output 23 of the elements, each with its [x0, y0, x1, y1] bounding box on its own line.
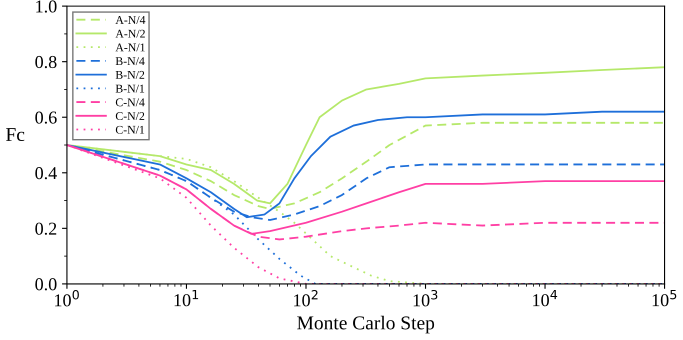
x-tick-label: 10$^{5}$ — [652, 290, 676, 306]
x-tick-label: 10$^{0}$ — [55, 290, 79, 306]
y-tick-label: 1.0 — [36, 0, 57, 13]
x-axis-title: Monte Carlo Step — [297, 316, 434, 334]
y-axis-title: Fc — [6, 128, 24, 142]
legend-label: B-N/2 — [116, 70, 144, 79]
legend-label: B-N/1 — [116, 84, 144, 93]
x-tick-label: 10$^{1}$ — [174, 290, 198, 306]
legend-label: A-N/2 — [115, 30, 145, 38]
legend-label: A-N/4 — [115, 16, 146, 24]
legend-label: C-N/2 — [116, 112, 144, 120]
y-tick-label: 0.0 — [35, 278, 57, 290]
y-tick-label: 0.2 — [35, 222, 56, 235]
legend-label: C-N/4 — [116, 98, 145, 106]
y-tick-label: 0.6 — [35, 111, 57, 124]
legend-label: B-N/4 — [116, 57, 145, 66]
x-tick-label: 10$^{3}$ — [414, 290, 438, 306]
legend-label: A-N/1 — [115, 43, 145, 52]
x-tick-label: 10$^{4}$ — [533, 290, 558, 306]
y-tick-label: 0.4 — [35, 167, 57, 180]
y-tick-label: 0.8 — [35, 56, 57, 68]
x-tick-label: 10$^{2}$ — [294, 290, 318, 306]
legend-label: C-N/1 — [116, 126, 144, 134]
